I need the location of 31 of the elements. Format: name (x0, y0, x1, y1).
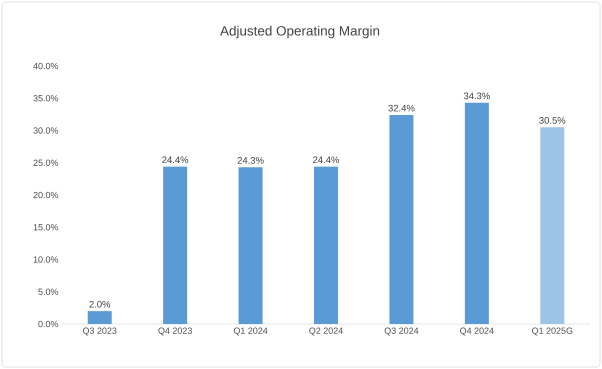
y-tick-label: 15.0% (34, 224, 58, 230)
bar (238, 167, 263, 324)
y-tick-label: 10.0% (34, 256, 58, 263)
data-label: 2.0% (89, 300, 110, 308)
y-tick-label: 20.0% (34, 192, 58, 198)
data-label: 24.3% (238, 157, 264, 164)
x-tick-label: Q4 2023 (158, 328, 192, 336)
x-tick-label: Q3 2023 (82, 328, 117, 336)
bar (540, 127, 564, 324)
data-label: 24.4% (162, 156, 188, 164)
data-label: 32.4% (388, 104, 415, 112)
bar (88, 311, 112, 324)
data-label: 34.3% (464, 92, 490, 100)
bar (163, 166, 188, 324)
bar (314, 166, 338, 324)
y-tick-label: 35.0% (33, 95, 58, 102)
bar (389, 115, 414, 324)
bar (464, 102, 489, 324)
y-tick-label: 5.0% (38, 288, 58, 295)
x-tick-label: Q1 2024 (234, 328, 268, 336)
y-tick-label: 30.0% (33, 127, 58, 134)
y-tick-label: 40.0% (33, 62, 58, 70)
y-tick-label: 25.0% (34, 160, 58, 166)
y-tick-label: 0.0% (38, 320, 58, 328)
x-tick-label: Q3 2024 (384, 328, 418, 336)
x-tick-label: Q2 2024 (309, 328, 343, 336)
data-label: 24.4% (313, 156, 340, 164)
x-tick-label: Q4 2024 (460, 328, 494, 336)
x-tick-label: Q1 2025G (532, 328, 572, 336)
data-label: 30.5% (539, 117, 566, 124)
chart-title: Adjusted Operating Margin (220, 26, 380, 38)
